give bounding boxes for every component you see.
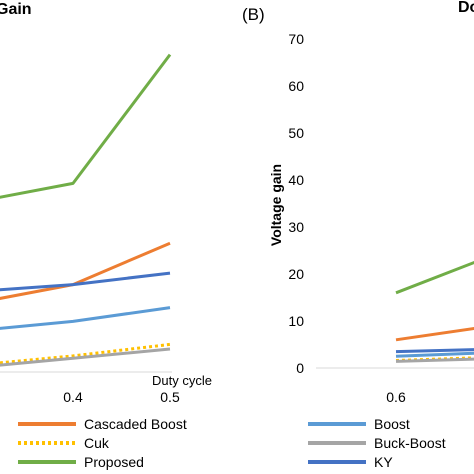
series-line-proposed bbox=[395, 260, 474, 295]
series-line-ky bbox=[395, 348, 474, 354]
panel-b-title: Do bbox=[458, 0, 474, 16]
legend-label: KY bbox=[374, 454, 393, 470]
legend: Cascaded Boost Cuk Proposed Boost Buck-Boost… bbox=[18, 416, 446, 470]
series-line-ky bbox=[0, 271, 171, 292]
legend-label: Proposed bbox=[84, 454, 144, 470]
panel-b-ytick: 10 bbox=[288, 313, 304, 329]
panel-b-xtick: 0.6 bbox=[386, 389, 406, 405]
panel-a-xtick: 0.5 bbox=[160, 389, 180, 405]
series-line-cascaded-boost bbox=[395, 326, 474, 342]
series-line-buck-boost bbox=[395, 357, 474, 363]
series-line-boost bbox=[0, 306, 171, 330]
series-line-cuk bbox=[0, 342, 171, 365]
panel-b-ytick: 30 bbox=[288, 219, 304, 235]
panel-a-xlabel: Duty cycle bbox=[152, 373, 212, 388]
panel-b-ytick: 70 bbox=[288, 31, 304, 47]
series-line-boost bbox=[395, 351, 474, 358]
panel-a-xtick: 0.4 bbox=[63, 389, 83, 405]
series-line-buck-boost bbox=[0, 347, 171, 367]
panel-b-ytick: 60 bbox=[288, 78, 304, 94]
panel-b-ylabel: Voltage gain bbox=[268, 164, 284, 246]
panel-b-ytick: 50 bbox=[288, 125, 304, 141]
legend-label: Cuk bbox=[84, 435, 110, 451]
legend-label: Boost bbox=[374, 416, 410, 432]
series-lines bbox=[0, 53, 474, 367]
panel-a-title: Gain bbox=[0, 1, 32, 18]
legend-label: Cascaded Boost bbox=[84, 416, 187, 432]
panel-b-y-ticks: 0 10 20 30 40 50 60 70 bbox=[288, 31, 304, 376]
panel-b-ytick: 20 bbox=[288, 266, 304, 282]
panel-b-ytick: 40 bbox=[288, 172, 304, 188]
panel-b-label: (B) bbox=[242, 5, 265, 24]
legend-label: Buck-Boost bbox=[374, 435, 446, 451]
panel-b-ytick: 0 bbox=[296, 360, 304, 376]
series-line-proposed bbox=[0, 53, 172, 199]
series-line-cascaded-boost bbox=[0, 241, 171, 300]
